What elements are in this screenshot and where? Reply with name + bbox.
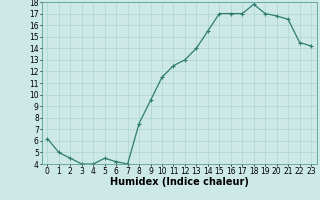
X-axis label: Humidex (Indice chaleur): Humidex (Indice chaleur) — [110, 177, 249, 187]
